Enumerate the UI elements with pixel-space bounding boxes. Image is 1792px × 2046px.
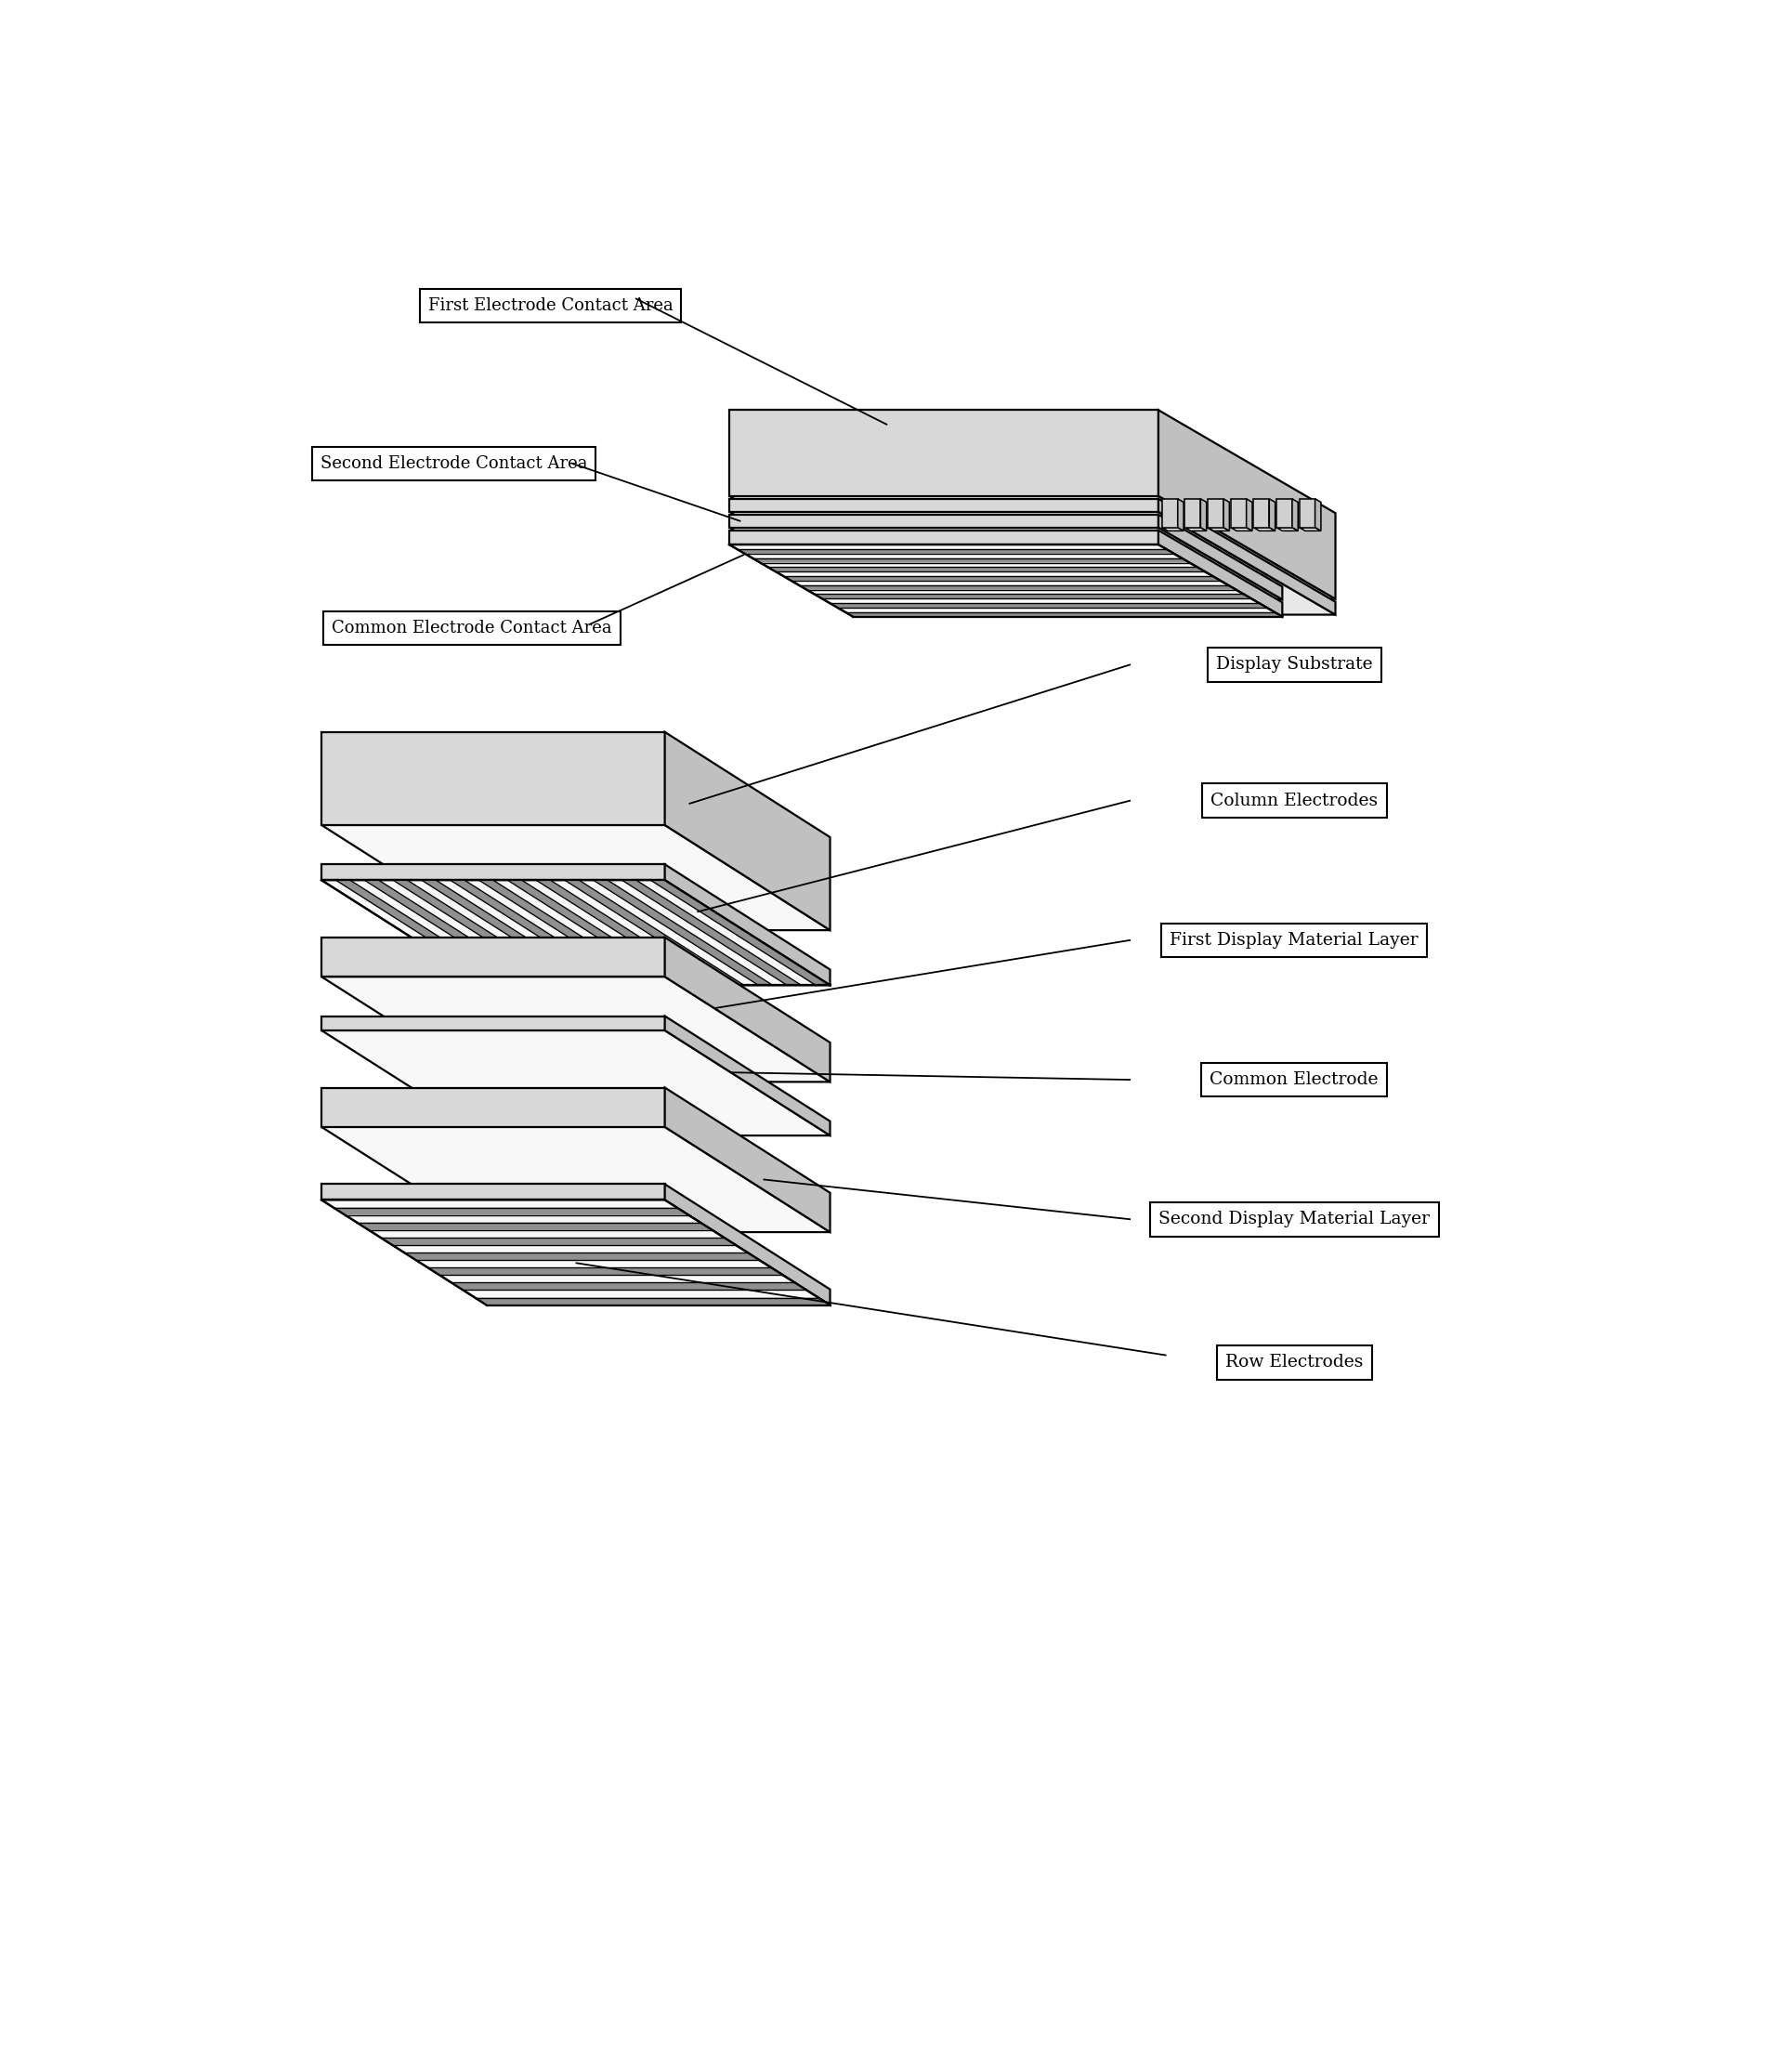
Polygon shape [665,732,830,931]
Polygon shape [321,1185,665,1199]
Polygon shape [1231,528,1253,530]
Polygon shape [507,880,686,986]
Polygon shape [1208,528,1229,530]
Text: Common Electrode: Common Electrode [1210,1072,1378,1088]
Text: Row Electrodes: Row Electrodes [1226,1354,1364,1371]
Polygon shape [1161,499,1177,528]
Polygon shape [1158,499,1335,614]
Polygon shape [1276,499,1292,528]
Text: Second Electrode Contact Area: Second Electrode Contact Area [321,454,588,473]
Polygon shape [783,577,1220,581]
Polygon shape [421,880,600,986]
Polygon shape [321,880,830,986]
Polygon shape [1185,499,1201,528]
Polygon shape [1201,499,1206,530]
Polygon shape [321,863,665,880]
Polygon shape [321,732,665,825]
Polygon shape [799,585,1236,589]
Polygon shape [769,567,1204,571]
Polygon shape [729,409,1158,495]
Polygon shape [1299,528,1321,530]
Polygon shape [357,1221,711,1230]
Polygon shape [753,559,1190,563]
Polygon shape [1161,528,1183,530]
Polygon shape [321,1088,665,1127]
Polygon shape [321,825,830,931]
Text: First Electrode Contact Area: First Electrode Contact Area [428,297,672,315]
Polygon shape [593,880,772,986]
Polygon shape [1185,528,1206,530]
Polygon shape [665,937,830,1082]
Polygon shape [335,880,516,986]
Polygon shape [729,544,1283,616]
Polygon shape [364,880,545,986]
Polygon shape [1292,499,1297,530]
Polygon shape [536,880,715,986]
Polygon shape [475,1297,830,1305]
Polygon shape [1247,499,1253,530]
Polygon shape [729,514,1158,528]
Polygon shape [1158,530,1283,616]
Polygon shape [1158,514,1283,599]
Polygon shape [428,1269,783,1275]
Polygon shape [1231,499,1247,528]
Polygon shape [321,937,665,976]
Text: Second Display Material Layer: Second Display Material Layer [1159,1211,1430,1228]
Polygon shape [622,880,801,986]
Polygon shape [1299,499,1315,528]
Polygon shape [392,880,573,986]
Text: Common Electrode Contact Area: Common Electrode Contact Area [332,620,611,636]
Polygon shape [665,863,830,986]
Polygon shape [333,1207,688,1215]
Polygon shape [665,1017,830,1136]
Polygon shape [830,604,1267,608]
Polygon shape [729,495,1335,599]
Polygon shape [729,528,1283,599]
Text: Column Electrodes: Column Electrodes [1211,792,1378,808]
Polygon shape [729,499,1158,512]
Polygon shape [452,1283,806,1291]
Polygon shape [321,1127,830,1232]
Polygon shape [1269,499,1276,530]
Polygon shape [1208,499,1224,528]
Polygon shape [450,880,629,986]
Polygon shape [650,880,830,986]
Polygon shape [321,976,830,1082]
Polygon shape [665,1185,830,1305]
Polygon shape [814,593,1251,599]
Polygon shape [403,1252,760,1260]
Polygon shape [564,880,744,986]
Polygon shape [1177,499,1183,530]
Polygon shape [846,612,1283,616]
Polygon shape [737,548,1174,554]
Polygon shape [321,1199,830,1305]
Polygon shape [321,1031,830,1136]
Polygon shape [321,1017,665,1031]
Text: Display Substrate: Display Substrate [1217,657,1373,673]
Polygon shape [665,1088,830,1232]
Polygon shape [729,530,1158,544]
Polygon shape [1224,499,1229,530]
Polygon shape [380,1238,737,1246]
Polygon shape [1315,499,1321,530]
Text: First Display Material Layer: First Display Material Layer [1170,931,1419,949]
Polygon shape [478,880,658,986]
Polygon shape [729,512,1335,614]
Polygon shape [1158,409,1335,599]
Polygon shape [1254,499,1269,528]
Polygon shape [1276,528,1297,530]
Polygon shape [1254,528,1276,530]
